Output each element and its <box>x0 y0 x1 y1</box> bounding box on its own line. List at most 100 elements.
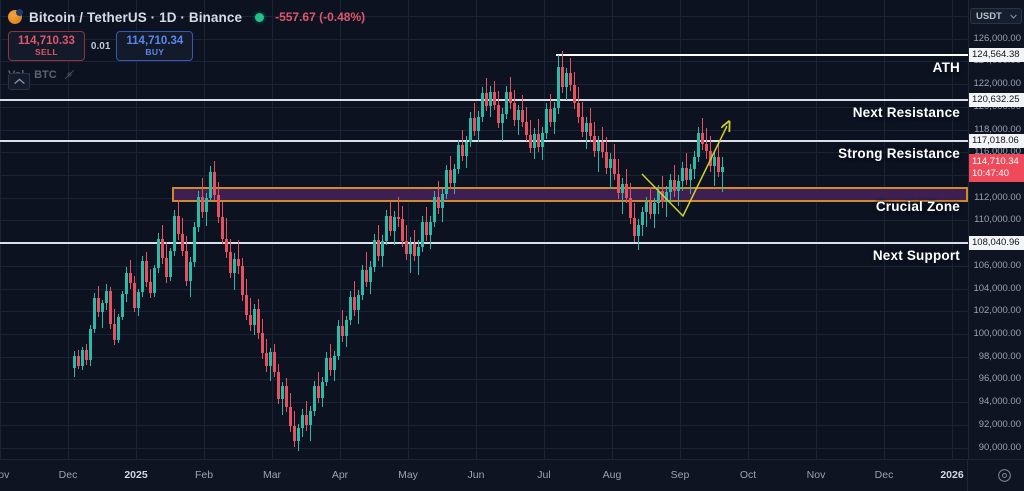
ath-price-label-value: 124,564.38 <box>972 49 1020 61</box>
candle-body <box>305 414 308 425</box>
price-tick-label: 122,000.00 <box>973 78 1021 90</box>
candle-wick <box>418 239 419 275</box>
candle-body <box>501 113 504 123</box>
time-tick-label: Nov <box>806 469 826 481</box>
time-tick-label: Dec <box>874 469 894 481</box>
sell-button[interactable]: 114,710.33 SELL <box>8 31 85 62</box>
ath-price-label[interactable]: 124,564.38 <box>969 47 1024 62</box>
candle-body <box>281 386 284 399</box>
candle-body <box>517 110 520 121</box>
volume-indicator-row[interactable]: Vol · BTC <box>8 68 365 81</box>
candle-body <box>597 142 600 152</box>
candle-body <box>97 297 100 313</box>
candle-body <box>621 184 624 194</box>
candle-body <box>329 357 332 371</box>
candle-body <box>541 132 544 147</box>
candle-wick <box>610 153 611 189</box>
spread-value: 0.01 <box>90 40 111 52</box>
order-buttons-row[interactable]: 114,710.33 SELL 0.01 114,710.34 BUY <box>8 31 365 62</box>
candle-body <box>589 122 592 137</box>
candle-body <box>353 296 356 311</box>
candle-body <box>277 371 280 399</box>
candle-body <box>225 238 228 253</box>
candle-body <box>469 118 472 142</box>
level-line-next-resistance[interactable] <box>0 98 968 101</box>
symbol-title[interactable]: Bitcoin / TetherUS · 1D · Binance <box>29 9 243 25</box>
horizontal-gridline <box>0 220 968 221</box>
candle-body <box>169 251 172 278</box>
next-support-price-label[interactable]: 108,040.96 <box>969 235 1024 250</box>
candle-body <box>409 244 412 255</box>
price-axis[interactable]: USDT 128,000.00126,000.00124,000.00122,0… <box>968 0 1024 459</box>
price-tick-label: 90,000.00 <box>978 441 1021 453</box>
candle-body <box>177 215 180 235</box>
vertical-gridline <box>680 0 681 459</box>
time-tick-label: Apr <box>331 469 349 481</box>
candle-body <box>513 103 516 121</box>
candle-body <box>565 72 568 88</box>
current-price-label[interactable]: 114,710.34 10:47:40 <box>969 154 1024 182</box>
buy-button[interactable]: 114,710.34 BUY <box>116 31 194 62</box>
time-tick-label: 2025 <box>124 469 148 481</box>
time-tick-label: May <box>398 469 418 481</box>
collapse-pane-button[interactable] <box>8 73 30 90</box>
sell-price: 114,710.33 <box>18 35 75 47</box>
candle-body <box>233 259 236 273</box>
candle-body <box>605 152 608 169</box>
candle-body <box>217 195 220 217</box>
candle-body <box>673 179 676 191</box>
vertical-gridline <box>408 0 409 459</box>
price-tick-label: 116,000.00 <box>974 146 1021 158</box>
candle-body <box>677 180 680 191</box>
next-resistance-price-label[interactable]: 120,632.25 <box>969 92 1024 107</box>
candle-body <box>533 134 536 148</box>
candle-body <box>381 240 384 256</box>
strong-resistance-price-label[interactable]: 117,018.06 <box>969 133 1024 148</box>
crucial-zone-rect[interactable] <box>172 187 968 202</box>
chart-legend: Bitcoin / TetherUS · 1D · Binance -557.6… <box>8 8 365 81</box>
candle-body <box>645 202 648 213</box>
candle-body <box>593 136 596 152</box>
time-axis[interactable]: Nov Dec 2025 Feb Mar Apr May Jun Jul Aug Sep Oct Nov… <box>0 459 1024 491</box>
horizontal-gridline <box>0 448 968 449</box>
level-line-strong-resistance[interactable] <box>0 139 968 142</box>
candle-body <box>665 192 668 203</box>
candle-body <box>449 170 452 183</box>
price-tick-label: 112,000.00 <box>974 191 1021 203</box>
candle-body <box>317 386 320 398</box>
symbol-row[interactable]: Bitcoin / TetherUS · 1D · Binance -557.6… <box>8 8 365 26</box>
level-line-next-support[interactable] <box>0 241 968 244</box>
candle-body <box>457 145 460 170</box>
currency-unit-select[interactable]: USDT <box>970 8 1022 24</box>
candle-body <box>529 135 532 148</box>
candle-body <box>465 142 468 156</box>
candle-body <box>129 272 132 283</box>
candle-body <box>413 244 416 256</box>
candle-body <box>485 93 488 106</box>
vertical-gridline <box>136 0 137 459</box>
horizontal-gridline <box>0 379 968 380</box>
candle-body <box>285 386 288 407</box>
candle-wick <box>102 299 103 329</box>
candle-body <box>249 314 252 325</box>
vertical-gridline <box>544 0 545 459</box>
eye-off-icon[interactable] <box>63 68 76 81</box>
vertical-gridline <box>816 0 817 459</box>
vertical-gridline <box>612 0 613 459</box>
horizontal-gridline <box>0 311 968 312</box>
level-line-ath[interactable] <box>555 53 968 56</box>
candle-body <box>681 168 684 181</box>
candle-wick <box>410 237 411 273</box>
next-support-price-label-value: 108,040.96 <box>972 237 1020 249</box>
candle-body <box>549 109 552 122</box>
candle-body <box>609 159 612 169</box>
candle-body <box>197 196 200 228</box>
horizontal-gridline <box>0 152 968 153</box>
candle-body <box>349 296 352 321</box>
candle-body <box>481 93 484 117</box>
gear-icon[interactable] <box>997 468 1012 483</box>
candle-body <box>289 406 292 427</box>
time-tick-label: Dec <box>58 469 78 481</box>
vertical-gridline <box>340 0 341 459</box>
chart-canvas[interactable]: ATH Next Resistance Strong Resistance Cruci… <box>0 0 968 459</box>
